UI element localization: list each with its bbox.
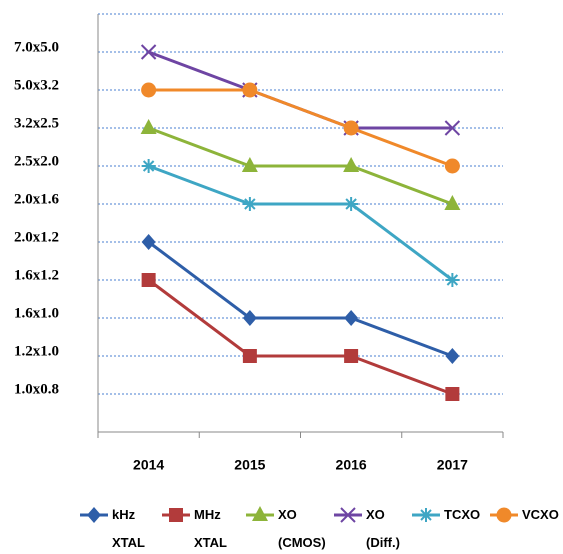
legend-label: TCXO bbox=[444, 507, 481, 522]
marker bbox=[343, 120, 359, 136]
y-tick-label: 2.0x1.2 bbox=[14, 229, 59, 245]
y-tick-label: 2.0x1.6 bbox=[14, 191, 60, 207]
y-tick-label: 5.0x3.2 bbox=[14, 77, 59, 93]
y-tick-label: 1.2x1.0 bbox=[14, 343, 59, 359]
marker bbox=[242, 310, 257, 326]
marker bbox=[169, 508, 183, 522]
x-tick-label: 2015 bbox=[234, 457, 265, 473]
y-tick-label: 3.2x2.5 bbox=[14, 115, 59, 131]
series-line bbox=[148, 164, 454, 282]
marker bbox=[140, 119, 157, 134]
y-tick-label: 1.6x1.2 bbox=[14, 267, 59, 283]
legend-label: XO (Diff.) bbox=[366, 507, 400, 550]
marker bbox=[444, 120, 461, 136]
series-line bbox=[147, 278, 453, 396]
marker bbox=[340, 507, 356, 523]
marker bbox=[444, 195, 461, 210]
legend-label: kHz XTAL bbox=[112, 507, 145, 550]
series-line bbox=[148, 126, 453, 206]
y-tick-label: 2.5x2.0 bbox=[14, 153, 59, 169]
marker bbox=[242, 82, 258, 98]
marker bbox=[140, 44, 157, 60]
y-tick-label: 7.0x5.0 bbox=[14, 39, 59, 55]
x-tick-label: 2014 bbox=[133, 457, 164, 473]
marker bbox=[241, 157, 258, 172]
legend-label: XO (CMOS) bbox=[278, 507, 326, 550]
marker bbox=[242, 197, 257, 211]
x-tick-label: 2016 bbox=[336, 457, 367, 473]
marker bbox=[252, 506, 268, 521]
marker bbox=[343, 157, 360, 172]
series-line bbox=[147, 240, 453, 358]
marker bbox=[445, 348, 460, 364]
marker bbox=[141, 82, 157, 98]
marker bbox=[419, 508, 433, 522]
marker bbox=[141, 273, 156, 287]
y-tick-label: 1.0x0.8 bbox=[14, 381, 59, 397]
series-line bbox=[148, 88, 453, 168]
marker bbox=[242, 349, 257, 363]
x-tick-label: 2017 bbox=[437, 457, 468, 473]
marker bbox=[445, 387, 460, 401]
marker bbox=[141, 159, 156, 173]
marker bbox=[344, 197, 359, 211]
marker bbox=[141, 234, 156, 250]
marker bbox=[344, 310, 359, 326]
marker bbox=[344, 349, 359, 363]
marker bbox=[87, 507, 101, 523]
y-tick-label: 1.6x1.0 bbox=[14, 305, 59, 321]
legend-label: VCXO bbox=[522, 507, 559, 522]
marker bbox=[445, 273, 460, 287]
marker bbox=[444, 158, 460, 174]
marker bbox=[496, 507, 512, 523]
legend-label: MHz XTAL bbox=[194, 507, 227, 550]
